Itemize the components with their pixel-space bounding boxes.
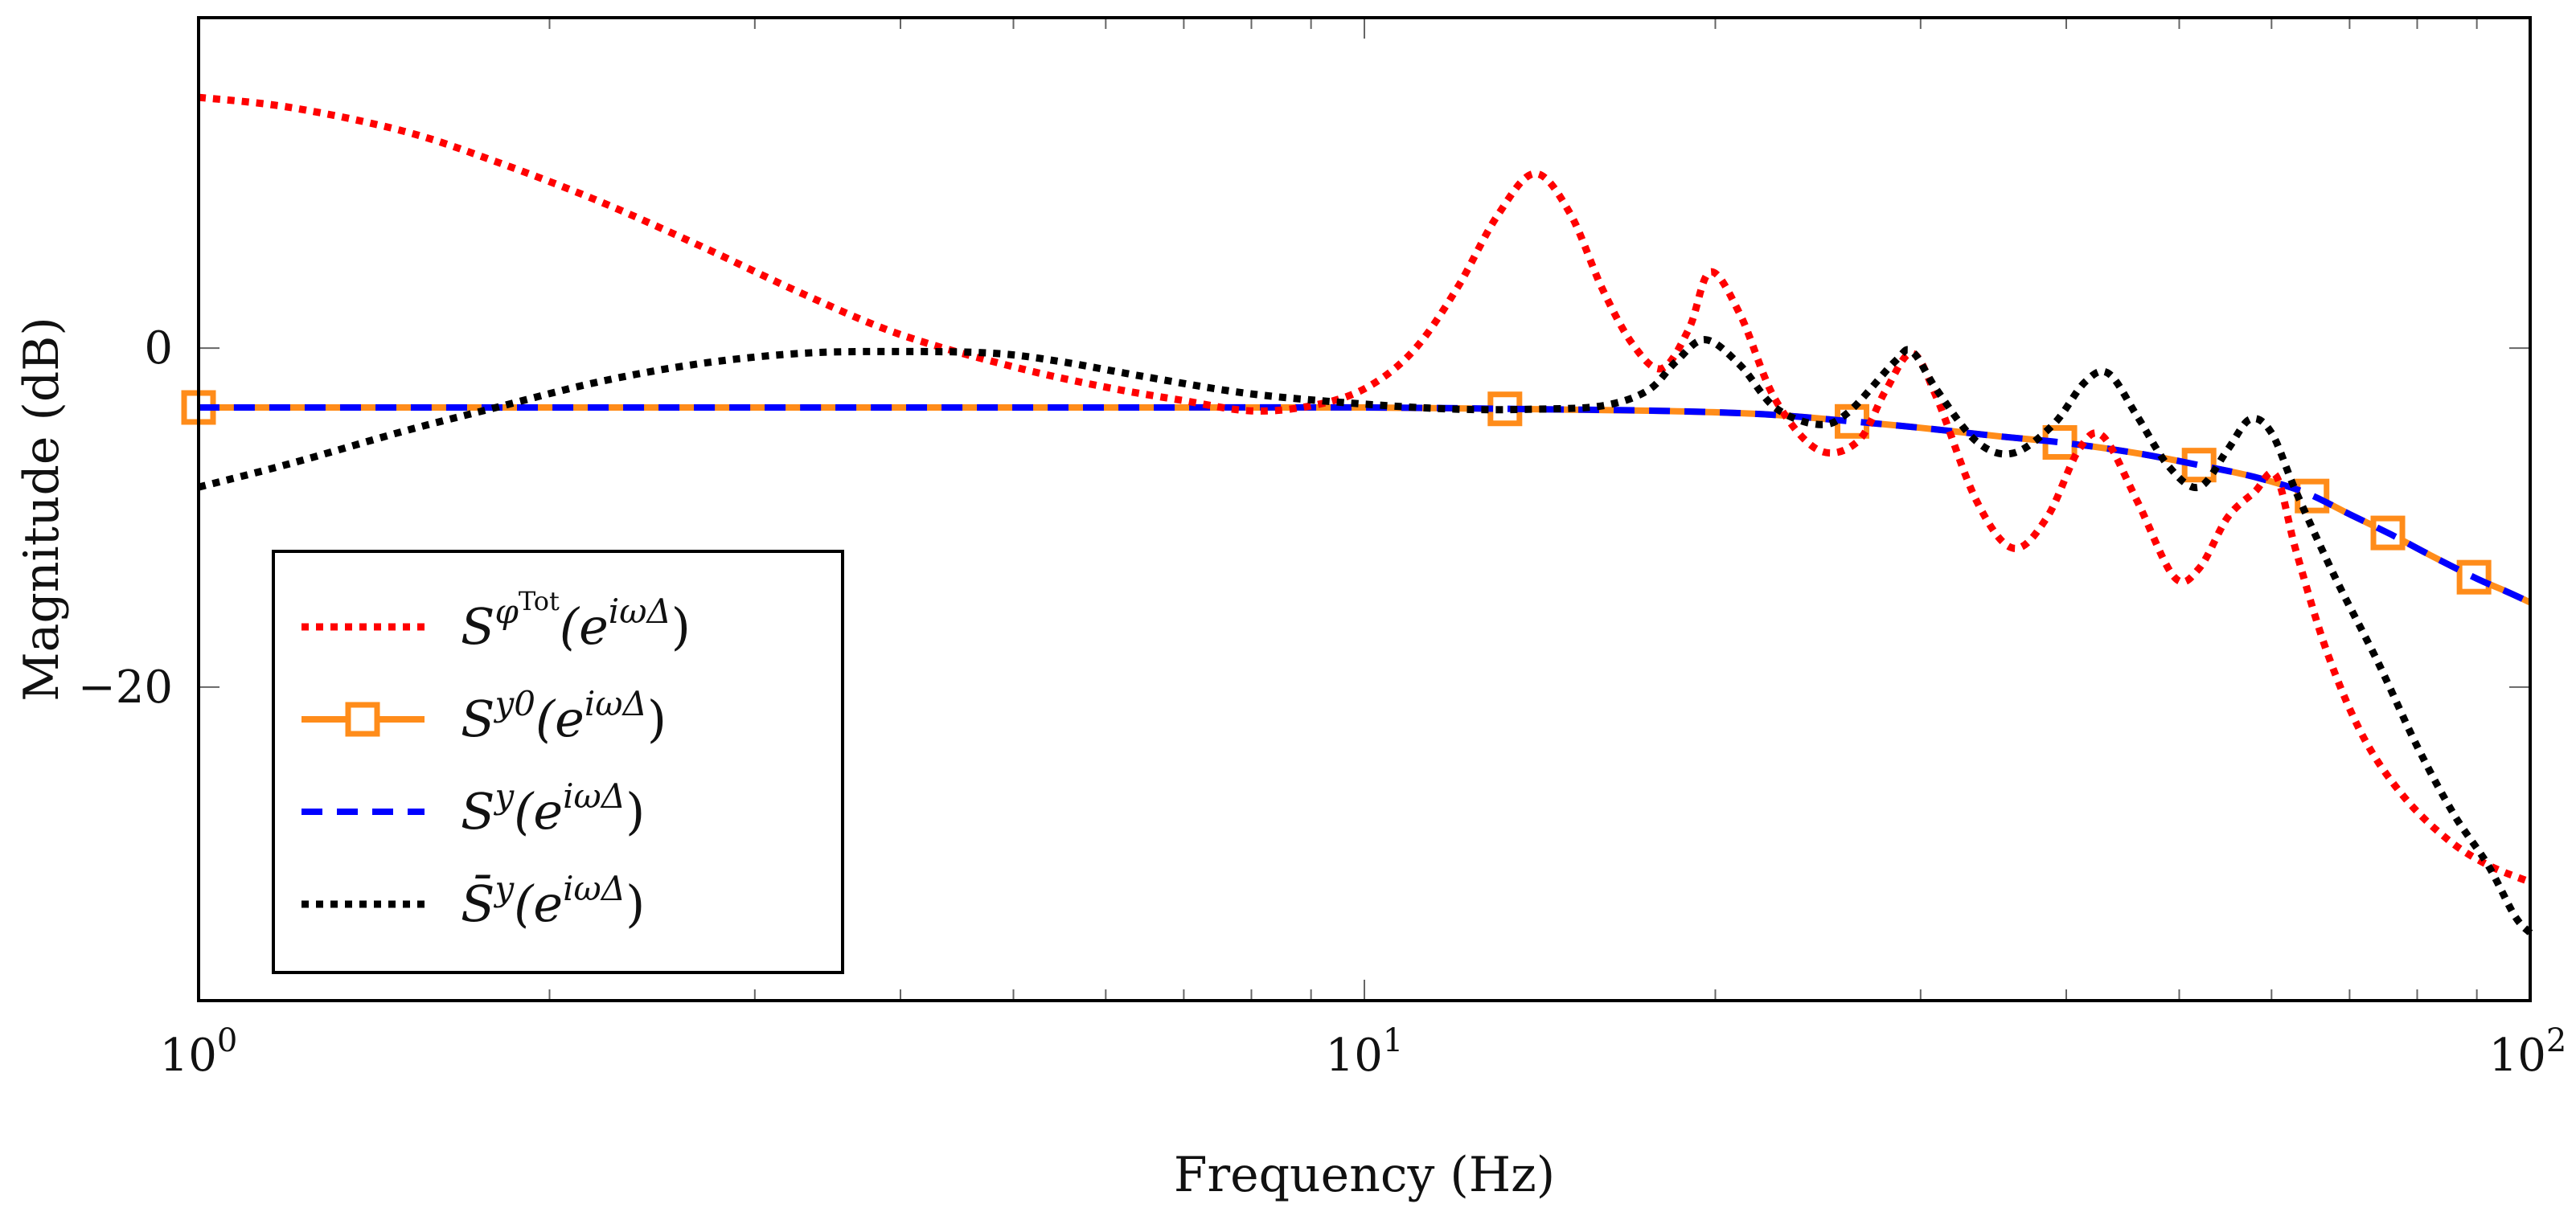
series-3 — [197, 336, 2533, 936]
legend-box — [272, 550, 844, 974]
legend: SφTot(eiωΔ) Sy0(eiωΔ) Sy(eiωΔ) S̄y(eiωΔ) — [272, 550, 844, 974]
legend-label: SφTot(eiωΔ) — [461, 586, 691, 656]
x-axis-label: Frequency (Hz) — [1174, 1147, 1555, 1203]
y-axis-label: Magnitude (dB) — [14, 317, 70, 702]
series-2 — [198, 403, 2532, 606]
x-tick-label: 100 — [160, 1022, 238, 1082]
plot-area-frame — [197, 16, 2532, 1002]
x-tick-labels: 100 101 102 — [160, 1022, 2567, 1082]
legend-label: S̄y(eiωΔ) — [461, 869, 645, 933]
series-layer — [181, 93, 2533, 936]
y-tick-labels: 0 −20 — [78, 322, 173, 714]
series-line — [197, 336, 2533, 936]
series-line — [198, 403, 2532, 606]
legend-marker — [345, 702, 380, 737]
series-marker — [2370, 515, 2406, 551]
x-tick-label: 101 — [1326, 1022, 1404, 1082]
series-0 — [198, 93, 2532, 886]
legend-entry: Sy(eiωΔ) — [301, 776, 645, 841]
legend-entry: SφTot(eiωΔ) — [301, 586, 691, 656]
legend-label: Sy0(eiωΔ) — [461, 684, 667, 748]
y-tick-label: 0 — [144, 322, 173, 375]
series-line — [198, 93, 2532, 886]
series-marker — [2295, 478, 2330, 514]
legend-label: Sy(eiωΔ) — [461, 776, 645, 841]
legend-entry: Sy0(eiωΔ) — [301, 684, 667, 748]
legend-entry: S̄y(eiωΔ) — [301, 869, 645, 933]
y-tick-label: −20 — [78, 661, 173, 714]
x-tick-label: 102 — [2489, 1022, 2567, 1082]
